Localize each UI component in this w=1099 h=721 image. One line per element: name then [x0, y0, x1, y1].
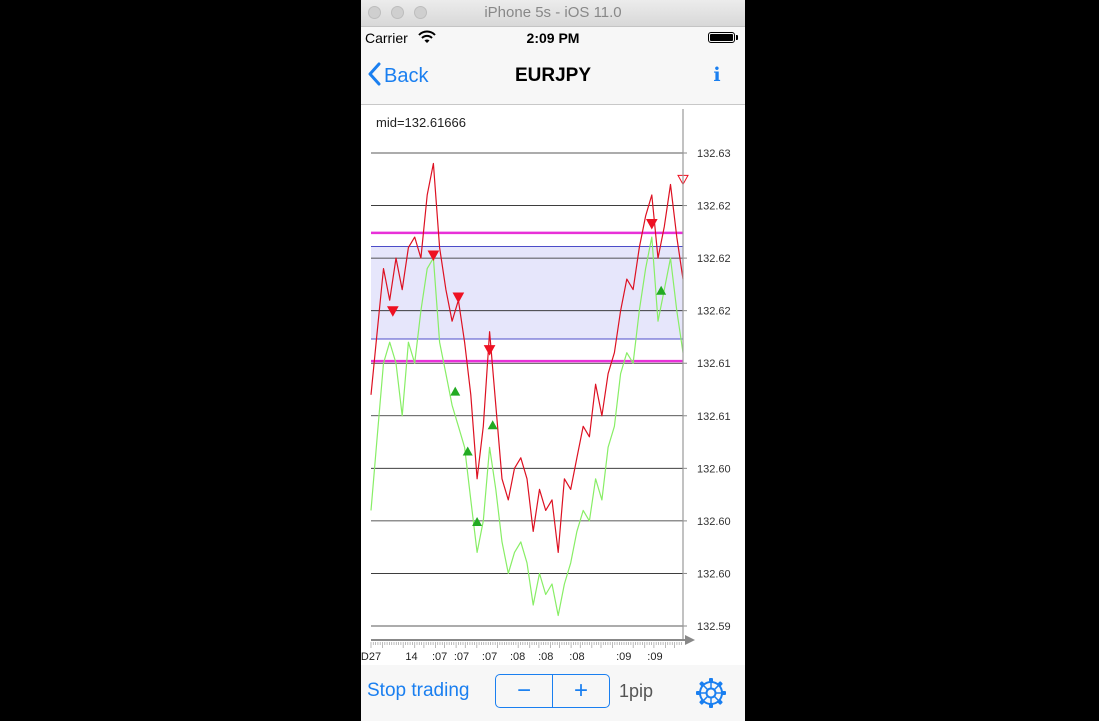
x-tick-label: :09 [616, 651, 631, 663]
sell-marker [427, 250, 440, 262]
buy-marker [656, 285, 667, 295]
simulator-titlebar: iPhone 5s - iOS 11.0 [361, 0, 745, 27]
x-tick-label: :07 [482, 651, 497, 663]
zoom-window-button[interactable] [414, 6, 427, 19]
stepper-divider [552, 675, 553, 707]
y-tick-label: 132.60 [697, 568, 731, 580]
simulator-title: iPhone 5s - iOS 11.0 [484, 4, 622, 21]
gear-icon [696, 678, 726, 708]
close-window-button[interactable] [368, 6, 381, 19]
y-tick-label: 132.59 [697, 621, 731, 633]
info-button[interactable]: i [713, 64, 721, 86]
pip-step-value: 1pip [619, 681, 654, 701]
increment-button[interactable]: + [573, 677, 588, 704]
x-tick-label: :07 [432, 651, 447, 663]
x-tick-label: :08 [538, 651, 553, 663]
sell-marker [645, 218, 658, 230]
chart-canvas: 132.63 132.62 132.62 132.62 132.61 132.61 132.… [361, 109, 731, 663]
status-bar: Carrier 2:09 PM [361, 27, 745, 49]
x-tick-label: :09 [647, 651, 662, 663]
clock-label: 2:09 PM [526, 30, 580, 46]
navigation-bar: Back EURJPY i [361, 49, 745, 105]
bottom-toolbar: Stop trading − + 1pip [361, 665, 745, 721]
sell-marker [452, 292, 465, 304]
x-tick-label: D27 [361, 651, 381, 663]
sell-marker [483, 345, 496, 356]
x-axis-arrow [685, 635, 695, 645]
buy-marker [450, 386, 461, 396]
carrier-label: Carrier [365, 30, 408, 46]
price-band [371, 246, 683, 340]
y-tick-label: 132.62 [697, 253, 731, 265]
phone-screen: Carrier 2:09 PM Back EURJPY i [361, 27, 745, 721]
x-tick-label: :08 [510, 651, 525, 663]
x-tick-label: :07 [454, 651, 469, 663]
y-tick-label: 132.61 [697, 411, 731, 423]
settings-button[interactable] [694, 676, 728, 710]
stop-trading-button[interactable]: Stop trading [367, 680, 470, 701]
sell-marker [386, 306, 399, 317]
x-tick-label: :08 [569, 651, 584, 663]
wifi-icon [418, 30, 436, 49]
mid-price-label: mid=132.61666 [376, 115, 466, 130]
battery-icon [708, 32, 735, 43]
y-tick-label: 132.61 [697, 358, 731, 370]
minimize-window-button[interactable] [391, 6, 404, 19]
price-chart[interactable]: 132.63 132.62 132.62 132.62 132.61 132.61 132.… [361, 105, 745, 665]
back-button-label: Back [384, 64, 429, 87]
buy-marker [487, 420, 498, 430]
decrement-button[interactable]: − [516, 677, 531, 704]
back-button[interactable]: Back [367, 61, 428, 91]
y-tick-label: 132.60 [697, 516, 731, 528]
simulator-window: iPhone 5s - iOS 11.0 Carrier 2:09 PM Bac… [361, 0, 745, 721]
bid-price-line [370, 162, 684, 553]
y-tick-label: 132.60 [697, 463, 731, 475]
y-tick-label: 132.63 [697, 148, 731, 160]
buy-marker [472, 516, 483, 526]
chevron-left-icon [367, 62, 381, 91]
y-tick-label: 132.62 [697, 201, 731, 213]
battery-tip [736, 35, 738, 40]
pip-stepper: − + [495, 674, 610, 708]
x-tick-label: 14 [405, 651, 417, 663]
x-tick-strip [370, 642, 682, 648]
y-tick-label: 132.62 [697, 306, 731, 318]
buy-marker [462, 446, 473, 456]
ask-price-line [370, 236, 684, 617]
